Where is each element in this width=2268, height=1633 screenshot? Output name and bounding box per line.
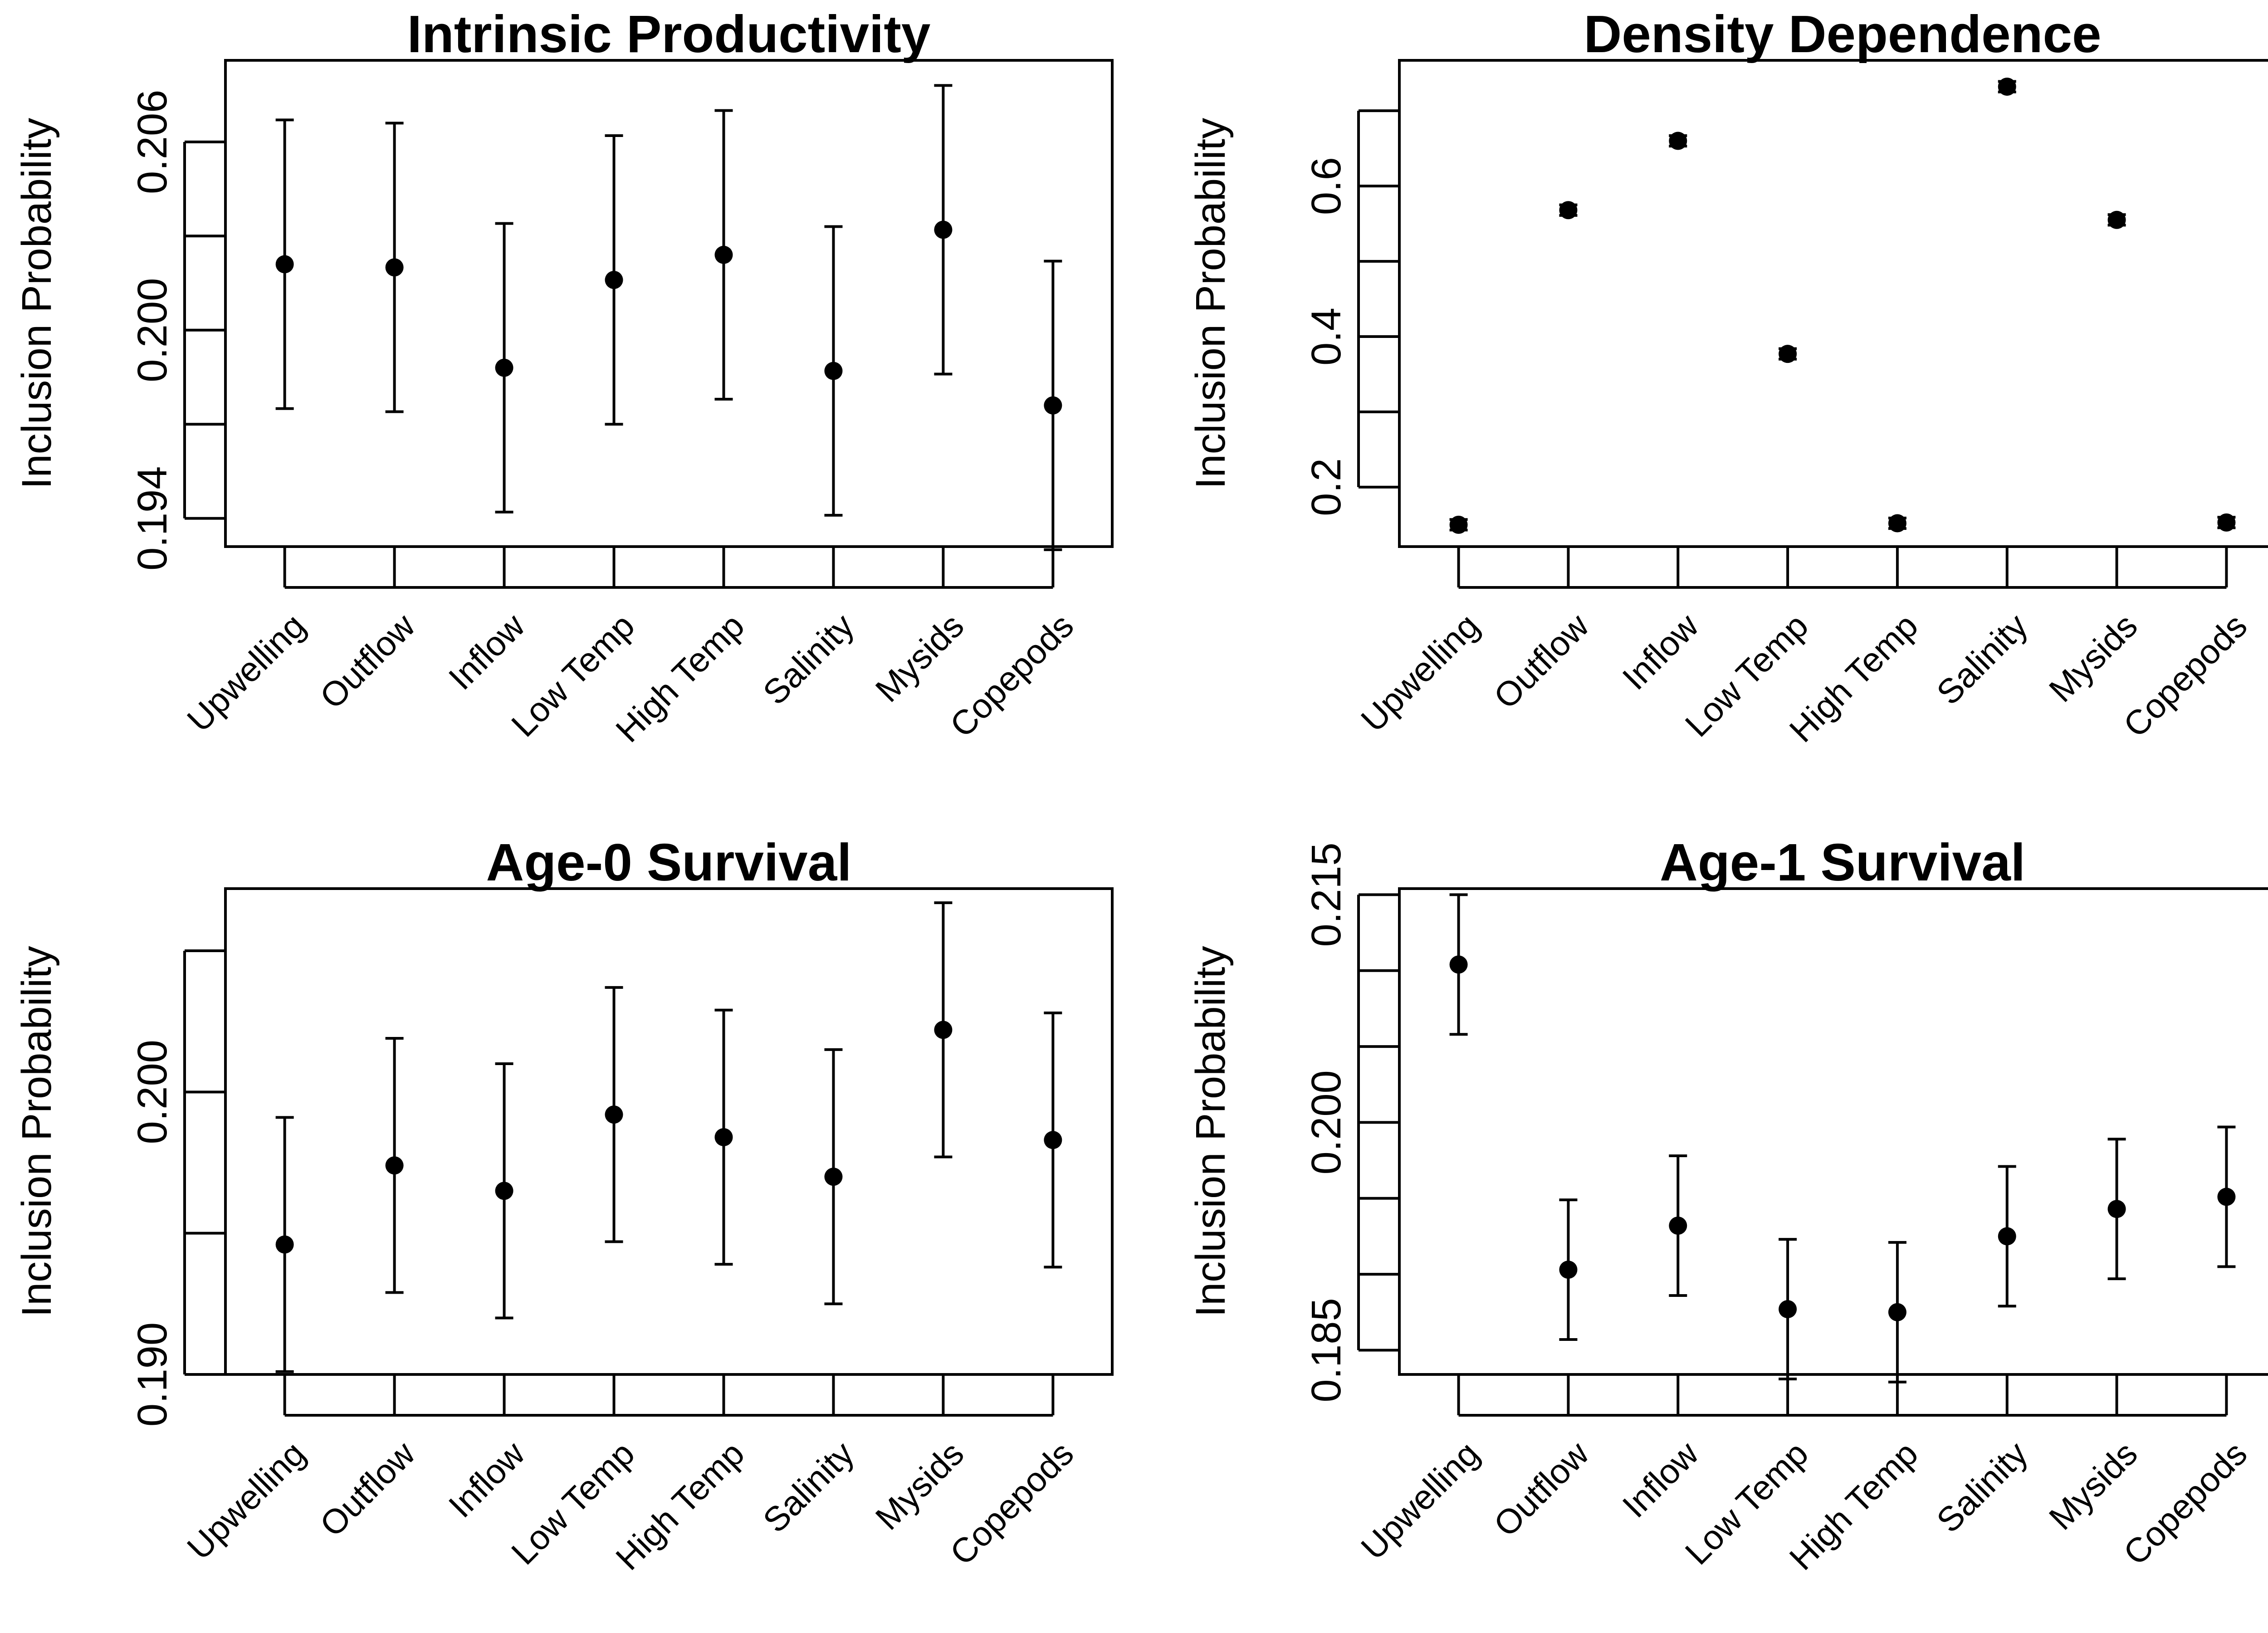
x-tick-label: Outflow: [1486, 1434, 1597, 1544]
y-axis-label: Inclusion Probability: [14, 118, 60, 489]
panel-4: Age-1 Survival Inclusion Probability 0.185…: [1188, 833, 2268, 1578]
data-point: [1559, 201, 1578, 220]
data-point: [1779, 1300, 1797, 1319]
x-tick-label: Outflow: [1486, 606, 1597, 716]
panel-title: Intrinsic Productivity: [407, 5, 931, 64]
data-point: [2107, 1200, 2126, 1218]
x-tick-label: Mysids: [2042, 606, 2145, 709]
data-point: [1669, 1217, 1687, 1235]
data-point: [824, 362, 843, 380]
plot-frame: [224, 887, 1114, 1376]
y-axis-label: Inclusion Probability: [1188, 946, 1234, 1317]
data-point: [1998, 1227, 2016, 1246]
panel-3: Age-0 Survival Inclusion Probability 0.190…: [14, 833, 1114, 1578]
data-point: [605, 1105, 623, 1124]
data-point: [275, 1235, 294, 1254]
y-tick-label: 0.185: [1303, 1298, 1349, 1402]
data-point: [385, 258, 404, 277]
data-point: [2107, 210, 2126, 229]
plot-frame: [224, 59, 1114, 548]
y-tick-label: 0.194: [129, 466, 176, 571]
data-point: [275, 255, 294, 274]
panel-title: Age-0 Survival: [486, 833, 852, 892]
data-point: [1449, 515, 1468, 534]
y-tick-label: 0.2: [1303, 458, 1349, 516]
x-tick-label: Inflow: [441, 1434, 533, 1525]
y-tick-label: 0.206: [129, 90, 176, 194]
panel-1: Intrinsic Productivity Inclusion Probabil…: [14, 5, 1114, 750]
panel-title: Age-1 Survival: [1660, 833, 2025, 892]
data-point: [1998, 78, 2016, 96]
data-point: [1559, 1261, 1578, 1279]
x-tick-label: Inflow: [1615, 1434, 1706, 1525]
data-point: [605, 271, 623, 289]
data-point: [934, 1021, 953, 1039]
data-point: [1779, 345, 1797, 363]
y-axis-label: Inclusion Probability: [14, 946, 60, 1317]
data-point: [495, 358, 513, 377]
plot-frame: [1398, 59, 2268, 548]
data-point: [714, 245, 733, 264]
x-tick-label: Salinity: [1929, 606, 2035, 712]
x-tick-label: Inflow: [1615, 606, 1706, 697]
y-tick-label: 0.200: [129, 278, 176, 382]
y-tick-label: 0.200: [1303, 1070, 1349, 1174]
x-tick-label: Salinity: [1929, 1434, 2035, 1540]
data-point: [824, 1168, 843, 1186]
x-tick-label: Upwelling: [180, 606, 313, 739]
x-tick-label: Mysids: [2042, 1434, 2145, 1537]
data-point: [2217, 1188, 2236, 1206]
x-tick-label: Outflow: [313, 1434, 423, 1544]
x-tick-label: Upwelling: [1354, 606, 1487, 739]
data-point: [1449, 955, 1468, 974]
data-point: [1888, 514, 1906, 533]
x-tick-label: Salinity: [756, 1434, 861, 1540]
data-point: [1044, 396, 1062, 415]
data-point: [385, 1156, 404, 1175]
y-axis-label: Inclusion Probability: [1188, 118, 1234, 489]
panel-2: Density Dependence Inclusion Probability 0…: [1188, 5, 2268, 750]
y-tick-label: 0.6: [1303, 157, 1349, 215]
x-tick-label: Salinity: [756, 606, 861, 712]
x-tick-label: Upwelling: [1354, 1434, 1487, 1567]
data-point: [714, 1128, 733, 1146]
y-tick-label: 0.200: [129, 1040, 176, 1144]
data-point: [1044, 1131, 1062, 1149]
panel-title: Density Dependence: [1584, 5, 2101, 64]
data-point: [2217, 513, 2236, 532]
data-point: [1888, 1303, 1906, 1321]
data-point: [1669, 132, 1687, 150]
x-tick-label: Mysids: [868, 1434, 971, 1537]
x-tick-label: Upwelling: [180, 1434, 313, 1567]
x-tick-label: Inflow: [441, 606, 533, 697]
x-tick-label: Outflow: [313, 606, 423, 716]
y-tick-label: 0.190: [129, 1322, 176, 1427]
data-point: [495, 1182, 513, 1200]
data-point: [934, 220, 953, 239]
y-tick-label: 0.215: [1303, 842, 1349, 947]
y-tick-label: 0.4: [1303, 308, 1349, 366]
x-tick-label: Mysids: [868, 606, 971, 709]
plot-frame: [1398, 887, 2268, 1376]
